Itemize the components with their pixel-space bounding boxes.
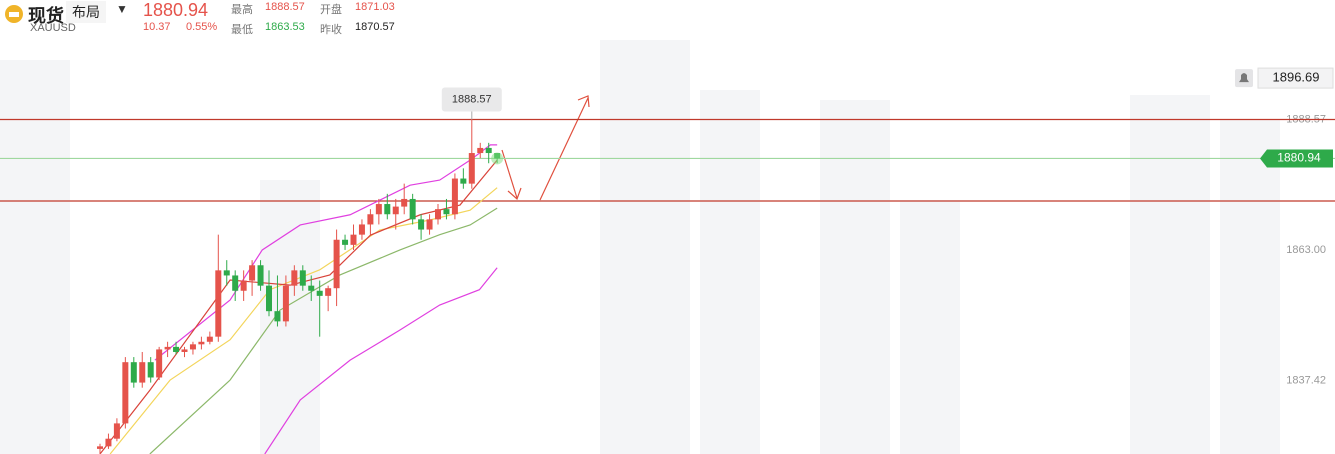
stat-value: 1888.57 bbox=[265, 1, 305, 13]
instrument-name: 现货 bbox=[28, 6, 64, 26]
stat-label: 开盘 bbox=[320, 4, 342, 16]
y-tick-label: 1863.00 bbox=[1286, 244, 1326, 256]
last-price-label: 1880.94 bbox=[1277, 151, 1321, 165]
candle-body bbox=[333, 239, 340, 289]
candle-body bbox=[130, 362, 137, 383]
last-price-tag bbox=[1260, 149, 1333, 168]
symbol: XAUUSD bbox=[30, 22, 76, 34]
candle-body bbox=[468, 153, 475, 184]
stat-value: 1871.03 bbox=[355, 1, 395, 13]
dropdown-caret[interactable]: ▼ bbox=[116, 2, 128, 16]
price: 1880.94 bbox=[143, 0, 209, 20]
gold-icon bbox=[5, 5, 23, 23]
alert-price-box bbox=[1257, 67, 1334, 89]
stat-value: 1863.53 bbox=[265, 21, 305, 33]
candle-body bbox=[198, 341, 205, 345]
alert-price-label: 1896.69 bbox=[1273, 70, 1320, 85]
candle-body bbox=[384, 204, 391, 215]
candle-body bbox=[426, 219, 433, 230]
candle-body bbox=[105, 438, 112, 447]
bell-icon bbox=[1239, 73, 1249, 83]
high-label-box bbox=[441, 87, 502, 112]
candle-body bbox=[342, 239, 349, 245]
candle-body bbox=[291, 270, 298, 286]
stat-label: 昨收 bbox=[320, 24, 342, 36]
indicator-line bbox=[149, 207, 498, 454]
candle-body bbox=[274, 311, 281, 322]
candle-body bbox=[206, 336, 213, 342]
candle-body bbox=[443, 209, 450, 215]
candle-body bbox=[460, 178, 467, 184]
arrow-annotation bbox=[539, 95, 590, 201]
layout-menu[interactable]: 布局 bbox=[66, 1, 106, 23]
candle-body bbox=[257, 265, 264, 286]
candle-body bbox=[282, 285, 289, 322]
indicator-line bbox=[264, 267, 498, 454]
stat-label: 最低 bbox=[231, 24, 253, 36]
last-price-glow bbox=[491, 152, 504, 165]
candle-body bbox=[392, 206, 399, 215]
candle-body bbox=[139, 362, 146, 383]
stat-label: 最高 bbox=[231, 4, 253, 16]
candle-body bbox=[266, 285, 272, 312]
candle-body bbox=[156, 349, 163, 378]
indicator-line bbox=[154, 144, 498, 361]
candle-body bbox=[435, 209, 441, 220]
candle-body bbox=[325, 288, 332, 296]
candle-body bbox=[418, 219, 425, 230]
candle-body bbox=[113, 423, 120, 439]
candle-body bbox=[401, 198, 408, 207]
candle-body bbox=[122, 362, 129, 424]
candle-body bbox=[164, 346, 171, 350]
candle-body bbox=[316, 290, 323, 296]
candle-body bbox=[249, 265, 256, 281]
y-tick-label: 1837.42 bbox=[1286, 374, 1326, 386]
candle-body bbox=[308, 285, 315, 291]
stat-value: 1870.57 bbox=[355, 21, 395, 33]
arrow-annotation bbox=[501, 149, 522, 201]
change: 10.37 bbox=[143, 21, 171, 33]
candle-body bbox=[375, 204, 382, 215]
candle-body bbox=[232, 275, 239, 291]
candle-body bbox=[350, 234, 357, 245]
candle-body bbox=[451, 178, 458, 215]
change-pct: 0.55% bbox=[186, 21, 218, 33]
background-pattern bbox=[0, 40, 1280, 454]
candle-body bbox=[477, 147, 484, 154]
candle-body bbox=[367, 214, 374, 225]
candle-body bbox=[358, 224, 365, 235]
candle-body bbox=[240, 280, 247, 291]
candle-body bbox=[173, 346, 180, 352]
candle-body bbox=[189, 344, 196, 350]
candle-body bbox=[299, 270, 306, 286]
header: 现货 布局 ▼ XAUUSD 1880.94 10.37 0.55% 最高 18… bbox=[0, 0, 600, 40]
candle-body bbox=[181, 349, 188, 352]
candle-body bbox=[215, 270, 222, 337]
candle-body bbox=[409, 198, 416, 220]
candle-body bbox=[97, 446, 103, 449]
high-label: 1888.57 bbox=[452, 93, 492, 105]
candle-body bbox=[485, 147, 492, 154]
candle-body bbox=[223, 270, 230, 276]
candle-body bbox=[147, 362, 154, 378]
